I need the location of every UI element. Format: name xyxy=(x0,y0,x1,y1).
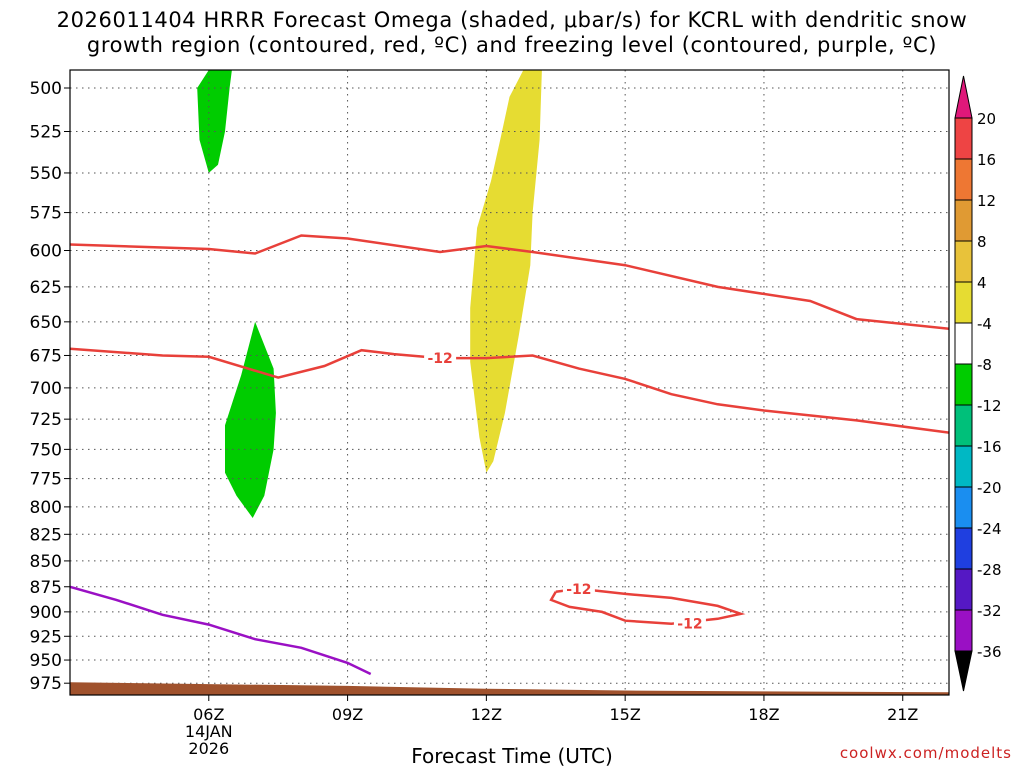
freezing-level-contour-0 xyxy=(70,585,372,676)
colorbar-label-0: 20 xyxy=(977,110,996,128)
y-tick-label-975: 975 xyxy=(30,674,62,694)
colorbar-label-6: -8 xyxy=(977,356,992,374)
omega-shade--8-1 xyxy=(225,321,276,518)
x-axis-title: Forecast Time (UTC) xyxy=(411,744,613,768)
colorbar-label-12: -32 xyxy=(977,602,1002,620)
y-tick-label-500: 500 xyxy=(30,79,62,99)
y-tick-label-550: 550 xyxy=(30,164,62,184)
credit-text: coolwx.com/modelts xyxy=(839,744,1012,762)
y-tick-label-775: 775 xyxy=(30,470,62,490)
y-tick-label-600: 600 xyxy=(30,241,62,261)
plot-area: -12 -12 -12 xyxy=(70,70,949,695)
y-tick-label-625: 625 xyxy=(30,278,62,298)
contour-label-2: -12 xyxy=(677,617,702,633)
colorbar-bin-5 xyxy=(954,322,973,365)
colorbar-label-7: -12 xyxy=(977,397,1002,415)
contour-label-bg-1 xyxy=(562,580,595,596)
contour-label-1: -12 xyxy=(566,582,591,598)
colorbar-bin-11 xyxy=(954,568,973,611)
contour-label-bg-0 xyxy=(424,350,457,366)
colorbar-bin-1 xyxy=(954,158,973,201)
x-tick-label-21Z: 21Z xyxy=(887,705,918,724)
colorbar-label-4: 4 xyxy=(977,274,987,292)
snow-growth-contour-1 xyxy=(70,347,949,434)
snow-growth-contour-0 xyxy=(70,234,949,330)
colorbar-bottom-arrow xyxy=(954,650,973,692)
omega-shade--8-0 xyxy=(197,70,232,173)
chart-title-line1: 2026011404 HRRR Forecast Omega (shaded, … xyxy=(56,8,968,32)
x-tick-label-18Z: 18Z xyxy=(748,705,779,724)
colorbar-label-3: 8 xyxy=(977,233,987,251)
y-tick-label-950: 950 xyxy=(30,651,62,671)
y-tick-label-650: 650 xyxy=(30,313,62,333)
colorbar-label-13: -36 xyxy=(977,643,1002,661)
y-tick-label-675: 675 xyxy=(30,346,62,366)
plot-frame xyxy=(69,69,950,696)
colorbar-bin-12 xyxy=(954,609,973,652)
y-tick-label-925: 925 xyxy=(30,627,62,647)
colorbar-bin-3 xyxy=(954,240,973,283)
x-tick-label-15Z: 15Z xyxy=(609,705,640,724)
colorbar-bin-9 xyxy=(954,486,973,529)
colorbar-bin-8 xyxy=(954,445,973,488)
y-tick-label-575: 575 xyxy=(30,204,62,224)
contour-label-bg-2 xyxy=(673,615,706,631)
colorbar-top-arrow xyxy=(954,75,973,119)
x-tick-label-06Z: 06Z xyxy=(193,705,224,724)
y-tick-label-875: 875 xyxy=(30,578,62,598)
colorbar-bin-0 xyxy=(954,117,973,160)
y-tick-label-525: 525 xyxy=(30,122,62,142)
colorbar-bin-4 xyxy=(954,281,973,324)
x-tick-label-12Z: 12Z xyxy=(471,705,502,724)
colorbar-bin-6 xyxy=(954,363,973,406)
contour-label-0: -12 xyxy=(427,351,452,367)
x-tick-sublabel-0: 14JAN xyxy=(185,722,233,741)
colorbar-label-1: 16 xyxy=(977,151,996,169)
y-tick-label-825: 825 xyxy=(30,525,62,545)
x-tick-label-09Z: 09Z xyxy=(332,705,363,724)
y-tick-label-800: 800 xyxy=(30,498,62,518)
terrain-fill xyxy=(70,682,949,695)
y-tick-label-900: 900 xyxy=(30,603,62,623)
y-tick-label-700: 700 xyxy=(30,379,62,399)
colorbar-label-9: -20 xyxy=(977,479,1002,497)
omega-shade-4-2 xyxy=(470,70,542,473)
colorbar-label-2: 12 xyxy=(977,192,996,210)
colorbar-label-11: -28 xyxy=(977,561,1002,579)
chart-title-line2: growth region (contoured, red, ºC) and f… xyxy=(86,33,938,57)
colorbar-bin-7 xyxy=(954,404,973,447)
colorbar-bin-10 xyxy=(954,527,973,570)
x-tick-sublabel-1: 2026 xyxy=(188,739,229,758)
snow-growth-contour-2 xyxy=(549,587,746,625)
colorbar-label-10: -24 xyxy=(977,520,1002,538)
y-tick-label-725: 725 xyxy=(30,410,62,430)
colorbar-bin-2 xyxy=(954,199,973,242)
colorbar-label-5: -4 xyxy=(977,315,992,333)
colorbar-label-8: -16 xyxy=(977,438,1002,456)
y-tick-label-850: 850 xyxy=(30,552,62,572)
y-tick-label-750: 750 xyxy=(30,440,62,460)
